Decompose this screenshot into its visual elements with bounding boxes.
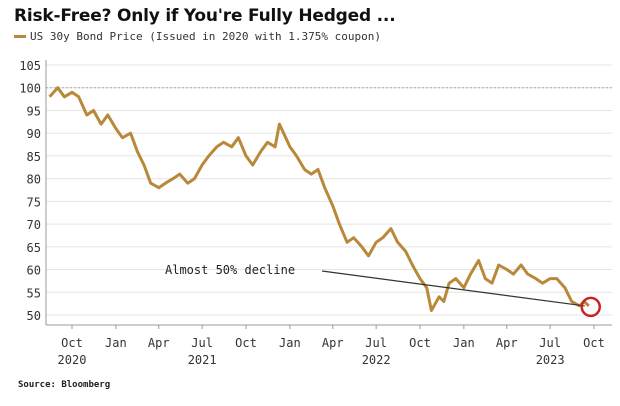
y-tick-label: 75 [27, 195, 41, 209]
y-tick-label: 85 [27, 150, 41, 164]
source-note: Source: Bloomberg [18, 380, 111, 390]
x-tick-label: Jul [191, 336, 213, 350]
y-tick-label: 95 [27, 104, 41, 118]
x-tick-label: Oct [409, 336, 431, 350]
x-tick-label: Jan [105, 336, 127, 350]
y-tick-label: 90 [27, 127, 41, 141]
x-tick-label: Oct [235, 336, 257, 350]
x-tick-year: 2022 [362, 353, 391, 367]
x-tick-label: Jul [365, 336, 387, 350]
x-tick-year: 2021 [188, 353, 217, 367]
y-tick-label: 50 [27, 309, 41, 323]
x-tick-label: Apr [148, 336, 170, 350]
x-tick-year: 2023 [536, 353, 565, 367]
y-tick-label: 100 [19, 82, 41, 96]
annotation-label: Almost 50% decline [165, 263, 295, 277]
legend-swatch [14, 35, 26, 38]
x-tick-label: Oct [61, 336, 83, 350]
legend-label: US 30y Bond Price (Issued in 2020 with 1… [30, 30, 381, 43]
y-tick-label: 55 [27, 286, 41, 300]
y-tick-label: 60 [27, 264, 41, 278]
legend: US 30y Bond Price (Issued in 2020 with 1… [14, 30, 381, 43]
chart-title: Risk-Free? Only if You're Fully Hedged .… [14, 6, 396, 26]
x-tick-label: Jul [539, 336, 561, 350]
y-tick-label: 105 [19, 59, 41, 73]
x-tick-label: Jan [453, 336, 475, 350]
x-tick-label: Apr [322, 336, 344, 350]
y-tick-label: 70 [27, 218, 41, 232]
series-line [48, 86, 590, 312]
x-tick-label: Oct [583, 336, 605, 350]
annotation-line [321, 270, 585, 307]
x-tick-label: Jan [279, 336, 301, 350]
y-tick-label: 80 [27, 173, 41, 187]
y-tick-label: 65 [27, 241, 41, 255]
x-tick-year: 2020 [58, 353, 87, 367]
highlight-circle [580, 296, 602, 318]
x-tick-label: Apr [496, 336, 518, 350]
